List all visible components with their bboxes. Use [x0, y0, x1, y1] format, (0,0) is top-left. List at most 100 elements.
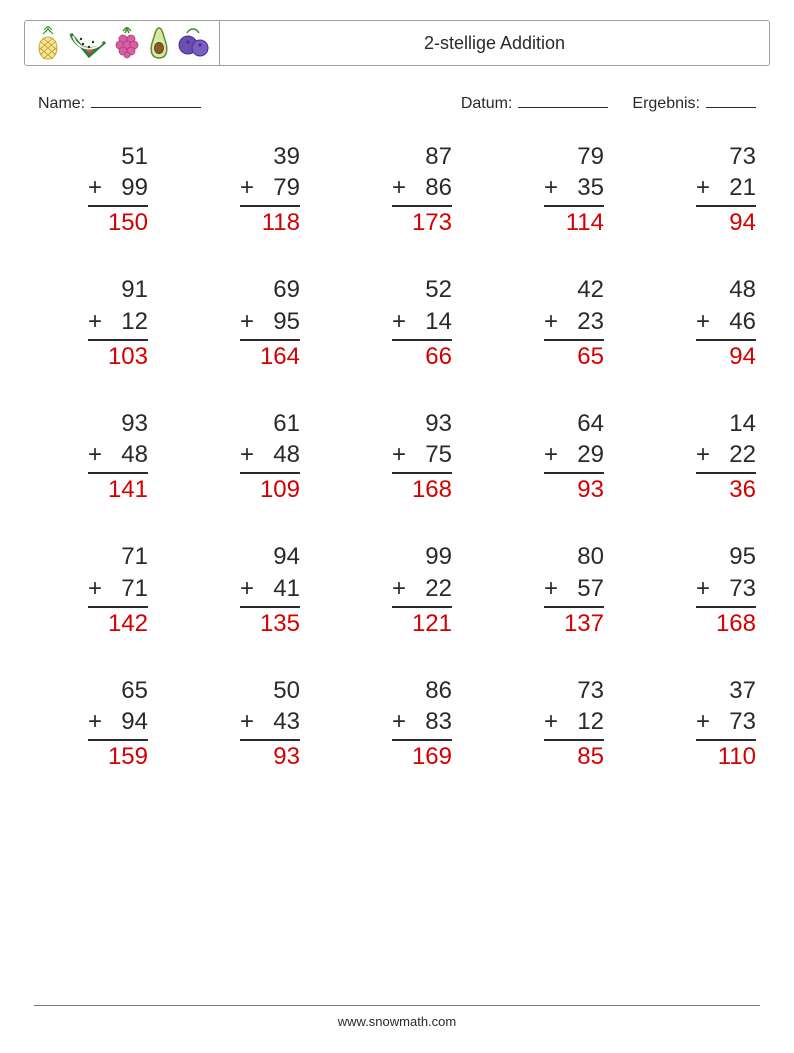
operator-symbol: +	[88, 573, 102, 604]
operand-1: 42	[544, 274, 604, 305]
footer-link[interactable]: www.snowmath.com	[338, 1014, 456, 1029]
operand-2-line: +57	[544, 573, 604, 608]
operand-2: 94	[121, 706, 148, 737]
problem: 14+2236	[646, 408, 756, 506]
answer: 85	[544, 741, 604, 772]
problem: 79+35114	[494, 141, 604, 239]
problem: 39+79118	[190, 141, 300, 239]
answer: 93	[544, 474, 604, 505]
answer: 114	[544, 207, 604, 238]
operand-2-line: +22	[392, 573, 452, 608]
operand-2-line: +73	[696, 573, 756, 608]
operand-2-line: +14	[392, 306, 452, 341]
answer: 94	[696, 207, 756, 238]
operand-1: 14	[696, 408, 756, 439]
operand-2: 75	[425, 439, 452, 470]
problem: 91+12103	[38, 274, 148, 372]
operand-2-line: +71	[88, 573, 148, 608]
operand-1: 94	[240, 541, 300, 572]
operand-2-line: +12	[544, 706, 604, 741]
operator-symbol: +	[392, 573, 406, 604]
operator-symbol: +	[240, 706, 254, 737]
answer: 150	[88, 207, 148, 238]
problem-row: 91+1210369+9516452+146642+236548+4694	[38, 274, 756, 372]
problem: 99+22121	[342, 541, 452, 639]
blueberries-icon	[177, 27, 211, 59]
operand-1: 73	[696, 141, 756, 172]
operator-symbol: +	[544, 439, 558, 470]
operand-1: 48	[696, 274, 756, 305]
answer: 169	[392, 741, 452, 772]
operator-symbol: +	[88, 306, 102, 337]
problem: 93+75168	[342, 408, 452, 506]
answer: 168	[696, 608, 756, 639]
answer: 118	[240, 207, 300, 238]
problem: 64+2993	[494, 408, 604, 506]
problem: 51+99150	[38, 141, 148, 239]
answer: 121	[392, 608, 452, 639]
operand-2: 22	[729, 439, 756, 470]
operator-symbol: +	[240, 439, 254, 470]
operator-symbol: +	[696, 306, 710, 337]
problem: 95+73168	[646, 541, 756, 639]
fruit-icon-row	[25, 21, 220, 65]
operand-2: 14	[425, 306, 452, 337]
operator-symbol: +	[392, 172, 406, 203]
result-label: Ergebnis:	[632, 95, 700, 113]
problem: 73+1285	[494, 675, 604, 773]
problem: 94+41135	[190, 541, 300, 639]
name-field: Name:	[38, 90, 201, 113]
problem: 71+71142	[38, 541, 148, 639]
operand-2-line: +46	[696, 306, 756, 341]
operator-symbol: +	[696, 439, 710, 470]
problem-row: 65+9415950+439386+8316973+128537+73110	[38, 675, 756, 773]
worksheet-title: 2-stellige Addition	[220, 21, 769, 65]
answer: 110	[696, 741, 756, 772]
operator-symbol: +	[696, 706, 710, 737]
operand-2: 21	[729, 172, 756, 203]
operand-2: 41	[273, 573, 300, 604]
operand-2-line: +22	[696, 439, 756, 474]
operand-2-line: +35	[544, 172, 604, 207]
answer: 173	[392, 207, 452, 238]
operand-2-line: +12	[88, 306, 148, 341]
operand-2-line: +94	[88, 706, 148, 741]
operator-symbol: +	[544, 573, 558, 604]
operand-2: 57	[577, 573, 604, 604]
answer: 164	[240, 341, 300, 372]
operand-2: 23	[577, 306, 604, 337]
operand-2-line: +48	[88, 439, 148, 474]
operand-1: 61	[240, 408, 300, 439]
page-footer: www.snowmath.com	[0, 1005, 794, 1029]
problem: 37+73110	[646, 675, 756, 773]
problem: 50+4393	[190, 675, 300, 773]
operand-2: 95	[273, 306, 300, 337]
answer: 94	[696, 341, 756, 372]
result-blank[interactable]	[706, 90, 756, 108]
operand-2-line: +83	[392, 706, 452, 741]
operand-2: 22	[425, 573, 452, 604]
answer: 93	[240, 741, 300, 772]
name-label: Name:	[38, 95, 85, 113]
operator-symbol: +	[240, 573, 254, 604]
operand-1: 79	[544, 141, 604, 172]
problem-row: 93+4814161+4810993+7516864+299314+2236	[38, 408, 756, 506]
operand-2: 71	[121, 573, 148, 604]
answer: 36	[696, 474, 756, 505]
name-blank[interactable]	[91, 90, 201, 108]
date-blank[interactable]	[518, 90, 608, 108]
operand-2: 73	[729, 706, 756, 737]
worksheet-header: 2-stellige Addition	[24, 20, 770, 66]
operand-2: 12	[577, 706, 604, 737]
operand-2-line: +29	[544, 439, 604, 474]
operand-2-line: +86	[392, 172, 452, 207]
info-row: Name: Datum: Ergebnis:	[24, 90, 770, 113]
problem-row: 71+7114294+4113599+2212180+5713795+73168	[38, 541, 756, 639]
operand-2-line: +48	[240, 439, 300, 474]
answer: 66	[392, 341, 452, 372]
operand-1: 93	[88, 408, 148, 439]
operand-1: 71	[88, 541, 148, 572]
problem: 80+57137	[494, 541, 604, 639]
operand-2: 46	[729, 306, 756, 337]
answer: 141	[88, 474, 148, 505]
